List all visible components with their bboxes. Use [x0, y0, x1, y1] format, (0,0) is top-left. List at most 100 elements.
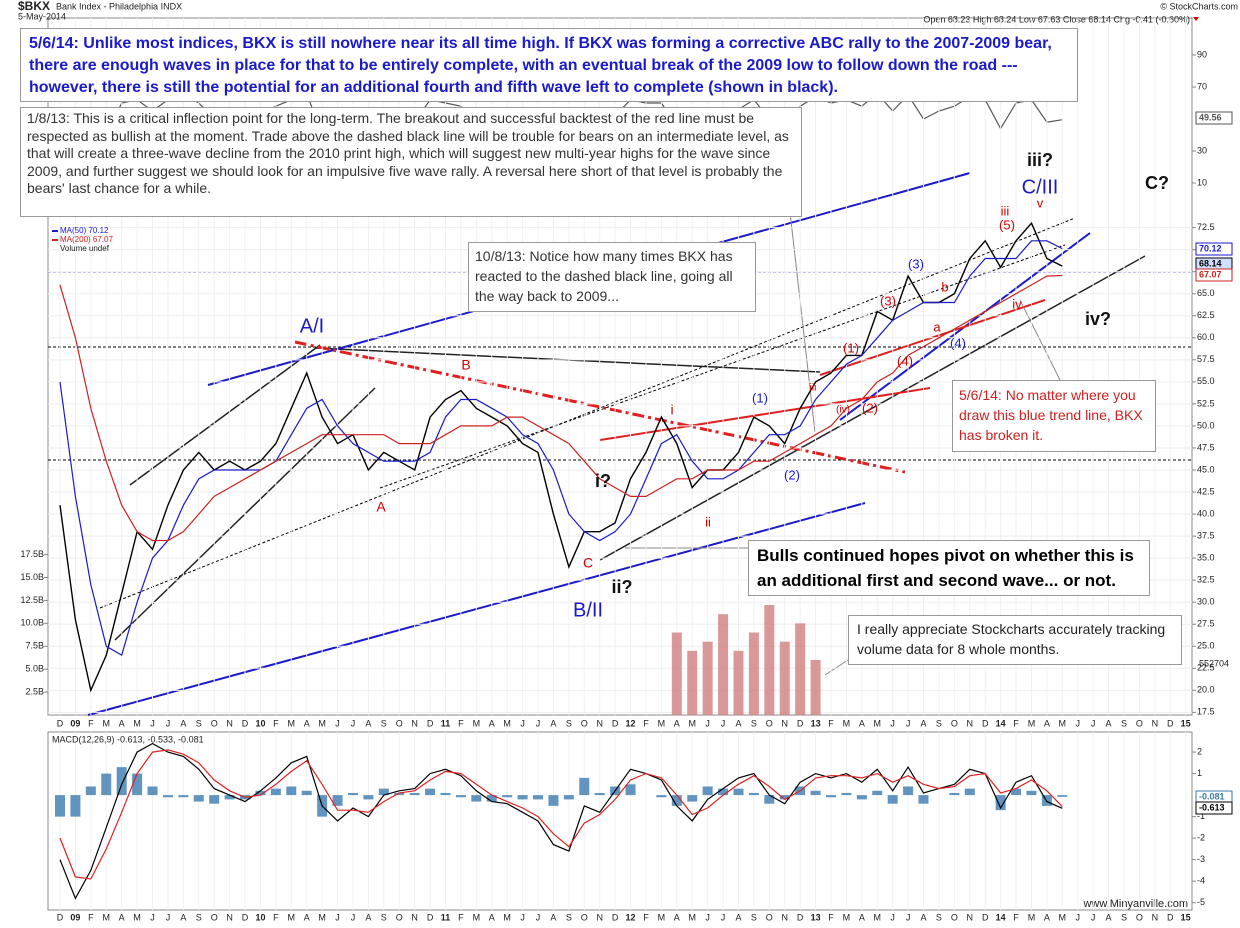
x-tick-label: A — [1044, 718, 1050, 728]
x-tick-label: O — [766, 912, 773, 922]
x-tick-label: J — [890, 912, 895, 922]
symbol: $BKX — [18, 0, 50, 13]
bar — [471, 795, 482, 802]
wave-label: (3) — [908, 256, 924, 271]
x-tick-label: 10 — [255, 912, 265, 922]
y-tick-label: 70 — [1197, 81, 1207, 91]
wave-label: a — [933, 319, 941, 334]
y-tick-label: 35.0 — [1197, 552, 1215, 562]
y-tick-label: 30.0 — [1197, 597, 1215, 607]
bar — [455, 795, 466, 798]
y-tick-label: 55.0 — [1197, 376, 1215, 386]
wave-label: (iv) — [836, 405, 850, 416]
x-tick-label: J — [166, 912, 171, 922]
x-tick-label: F — [88, 912, 94, 922]
wave-label: B — [461, 357, 470, 373]
x-tick-label: M — [843, 912, 851, 922]
x-tick-label: D — [612, 718, 619, 728]
wave-label: b — [941, 279, 948, 294]
x-tick-label: D — [57, 912, 64, 922]
x-tick-label: D — [797, 718, 804, 728]
x-tick-label: N — [781, 718, 788, 728]
x-tick-label: F — [643, 718, 649, 728]
x-tick-label: M — [103, 718, 111, 728]
x-tick-label: M — [288, 912, 296, 922]
x-tick-label: M — [658, 912, 666, 922]
wave-label: iv? — [1085, 309, 1111, 329]
x-tick-label: F — [88, 718, 94, 728]
bar — [764, 795, 775, 804]
bar — [394, 792, 405, 796]
x-tick-label: 14 — [996, 718, 1006, 728]
y-tick-label: 27.5 — [1197, 619, 1215, 629]
bar — [70, 795, 81, 817]
x-tick-label: A — [180, 912, 186, 922]
bar — [733, 788, 744, 796]
x-tick-label: J — [721, 718, 726, 728]
y-tick-label: 42.5 — [1197, 486, 1215, 496]
bar — [1057, 795, 1068, 797]
wave-label: ii — [705, 514, 711, 529]
wave-label: (5) — [999, 217, 1015, 232]
y-tick-label: 5.0B — [25, 664, 44, 674]
x-tick-label: F — [828, 718, 834, 728]
x-tick-label: M — [874, 912, 882, 922]
legend-label: Volume undef — [60, 244, 110, 253]
bar — [671, 632, 682, 715]
x-tick-label: J — [890, 718, 895, 728]
x-tick-label: D — [427, 912, 434, 922]
note: I really appreciate Stockcharts accurate… — [848, 615, 1182, 665]
bar — [903, 786, 914, 796]
value-box — [1195, 268, 1233, 282]
y-tick-label: 90 — [1197, 49, 1207, 59]
x-tick-label: S — [751, 718, 757, 728]
y-tick-label: 65.0 — [1197, 288, 1215, 298]
wave-label: iii — [1001, 203, 1010, 218]
bar — [55, 795, 65, 817]
quote: Open 68.23 High 68.24 Low 67.63 Close 68… — [923, 14, 1190, 24]
note: 5/6/14: Unlike most indices, BKX is stil… — [20, 28, 1078, 102]
x-tick-label: M — [658, 718, 666, 728]
bar — [1026, 790, 1037, 796]
legend-label: MA(200) 67.07 — [60, 235, 113, 244]
x-tick-label: A — [921, 718, 927, 728]
bar — [779, 641, 790, 715]
x-tick-label: 11 — [441, 912, 451, 922]
x-tick-label: M — [503, 718, 511, 728]
wave-label: C — [583, 555, 593, 571]
pointer — [1019, 299, 1061, 381]
x-tick-label: N — [411, 718, 418, 728]
x-tick-label: M — [1028, 718, 1036, 728]
bar — [748, 792, 759, 796]
y-tick-label: 10.0B — [20, 618, 44, 628]
x-tick-label: J — [721, 912, 726, 922]
x-tick-label: D — [797, 912, 804, 922]
wave-label: ii? — [612, 577, 633, 597]
bar — [718, 788, 729, 796]
y-tick-label: -1 — [1197, 811, 1205, 821]
bar — [332, 795, 343, 806]
x-tick-label: N — [1152, 718, 1159, 728]
wave-label: A/I — [300, 315, 324, 337]
x-tick-label: N — [226, 718, 233, 728]
bar — [841, 792, 852, 796]
bar — [548, 795, 559, 806]
x-tick-label: O — [396, 912, 403, 922]
bar — [193, 795, 204, 802]
bar — [1011, 788, 1022, 796]
y-tick-label: 2 — [1197, 746, 1202, 756]
bar — [132, 773, 143, 796]
y-tick-label: 32.5 — [1197, 575, 1215, 585]
y-tick-label: 1 — [1197, 768, 1202, 778]
bar — [748, 632, 759, 715]
x-tick-label: 12 — [626, 912, 636, 922]
pointer — [789, 211, 816, 433]
wave-label: (1) — [843, 340, 859, 355]
bar — [409, 792, 420, 796]
wave-label: C? — [1145, 173, 1169, 193]
x-tick-label: M — [1028, 912, 1036, 922]
y-tick-label: 47.5 — [1197, 442, 1215, 452]
x-tick-label: D — [982, 912, 989, 922]
bar — [887, 795, 898, 804]
x-tick-label: M — [133, 912, 141, 922]
